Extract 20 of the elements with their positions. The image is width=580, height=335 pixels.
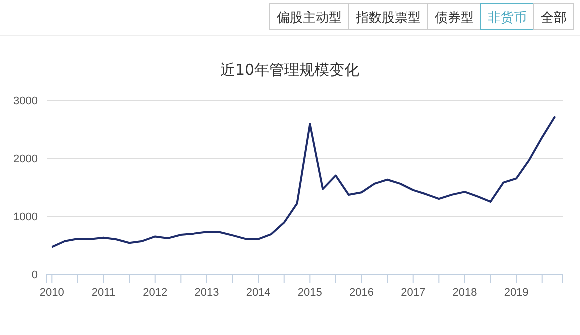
filter-button[interactable]: 指数股票型 <box>348 4 428 30</box>
x-tick-label: 2012 <box>143 286 168 299</box>
line-series <box>51 116 556 248</box>
x-tick-label: 2011 <box>92 286 116 299</box>
y-tick-label: 0 <box>32 270 38 282</box>
y-tick-label: 1000 <box>14 212 38 224</box>
filter-button[interactable]: 债券型 <box>428 4 482 30</box>
x-tick-label: 2010 <box>40 286 64 299</box>
filter-button[interactable]: 偏股主动型 <box>270 4 350 30</box>
x-tick-label: 2017 <box>401 286 426 299</box>
x-tick-label: 2014 <box>246 286 271 299</box>
x-tick-label: 2018 <box>452 286 478 299</box>
filter-button[interactable]: 全部 <box>534 4 574 30</box>
x-tick-label: 2015 <box>298 286 322 299</box>
chart-title: 近10年管理规模变化 <box>220 61 360 79</box>
x-tick-label: 2019 <box>504 286 529 299</box>
x-tick-label: 2016 <box>350 286 374 299</box>
y-tick-label: 3000 <box>14 96 38 108</box>
x-tick-label: 2013 <box>194 286 220 299</box>
y-tick-label: 2000 <box>14 154 38 166</box>
